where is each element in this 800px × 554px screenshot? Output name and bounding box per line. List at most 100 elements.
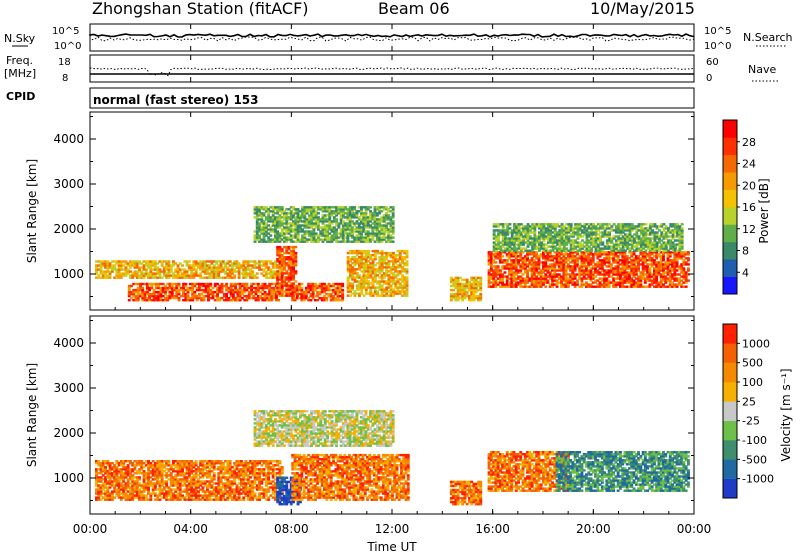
data-cell	[235, 264, 239, 267]
data-cell	[177, 292, 181, 296]
data-cell	[456, 288, 460, 292]
data-cell	[547, 233, 550, 236]
data-cell	[678, 225, 682, 228]
data-cell	[339, 230, 343, 233]
data-cell	[535, 239, 539, 242]
data-cell	[362, 206, 366, 209]
data-cell	[335, 230, 338, 233]
data-cell	[505, 275, 509, 278]
data-cell	[364, 270, 368, 273]
data-cell	[362, 222, 366, 225]
data-cell	[181, 276, 184, 279]
data-cell	[258, 234, 261, 237]
data-cell	[151, 260, 155, 263]
data-cell	[576, 281, 579, 284]
data-cell	[624, 249, 627, 252]
data-cell	[278, 216, 282, 219]
data-cell	[321, 228, 325, 231]
data-cell	[242, 262, 246, 265]
data-cell	[680, 235, 684, 238]
data-cell	[283, 276, 286, 279]
data-cell	[371, 294, 375, 297]
data-cell	[521, 263, 525, 266]
data-cell	[542, 237, 546, 240]
data-cell	[612, 273, 616, 276]
data-cell	[526, 233, 530, 236]
data-cell	[668, 273, 672, 276]
data-cell	[163, 270, 166, 273]
data-cell	[173, 282, 176, 286]
data-cell	[403, 264, 407, 267]
data-cell	[587, 239, 591, 242]
data-cell	[614, 271, 618, 274]
data-cell	[605, 271, 609, 274]
data-cell	[539, 283, 543, 286]
data-cell	[582, 265, 586, 268]
data-cell	[589, 261, 593, 264]
data-cell	[249, 274, 252, 277]
data-cell	[639, 279, 643, 282]
data-cell	[519, 275, 523, 278]
data-cell	[610, 229, 614, 232]
data-cell	[513, 235, 516, 238]
data-cell	[596, 255, 600, 258]
data-cell	[323, 208, 327, 211]
data-cell	[233, 264, 237, 267]
data-cell	[556, 247, 559, 250]
data-cell	[159, 292, 163, 296]
data-cell	[378, 238, 382, 241]
data-cell	[522, 239, 525, 242]
data-cell	[295, 292, 299, 296]
data-cell	[564, 265, 568, 268]
data-cell	[648, 255, 652, 258]
data-cell	[389, 256, 393, 259]
data-cell	[628, 237, 632, 240]
data-cell	[108, 274, 112, 277]
data-cell	[192, 262, 196, 265]
nsearch-tick-hi: 10^5	[704, 26, 731, 37]
data-cell	[274, 272, 277, 275]
data-cell	[323, 286, 326, 290]
data-cell	[680, 245, 684, 248]
data-cell	[358, 249, 361, 253]
data-cell	[241, 284, 244, 288]
data-cell	[138, 262, 141, 265]
data-cell	[492, 241, 496, 244]
data-cell	[521, 285, 525, 288]
data-cell	[497, 241, 501, 244]
data-cell	[619, 229, 623, 232]
data-cell	[659, 255, 663, 258]
data-cell	[494, 223, 498, 226]
data-cell	[328, 212, 332, 215]
data-cell	[330, 214, 334, 217]
data-cell	[143, 299, 147, 302]
data-cell	[267, 238, 271, 241]
data-cell	[562, 255, 566, 258]
data-cell	[371, 249, 375, 253]
data-cell	[280, 264, 284, 267]
data-cell	[229, 288, 233, 292]
data-cell	[260, 214, 264, 217]
data-cell	[487, 285, 491, 288]
data-cell	[405, 280, 409, 283]
data-cell	[194, 264, 198, 267]
data-cell	[682, 273, 686, 276]
data-cell	[562, 233, 566, 236]
data-cell	[167, 266, 171, 269]
data-cell	[104, 266, 107, 269]
data-cell	[617, 225, 621, 228]
data-cell	[677, 281, 681, 284]
data-cell	[668, 263, 672, 266]
data-cell	[336, 290, 340, 294]
data-cell	[614, 255, 618, 258]
data-cell	[603, 253, 606, 256]
data-cell	[600, 277, 604, 280]
data-cell	[601, 231, 605, 234]
data-cell	[141, 290, 145, 294]
data-cell	[515, 237, 519, 240]
data-cell	[387, 230, 391, 233]
data-cell	[351, 274, 355, 277]
data-cell	[677, 267, 681, 270]
data-cell	[562, 285, 566, 288]
data-cell	[219, 262, 223, 265]
